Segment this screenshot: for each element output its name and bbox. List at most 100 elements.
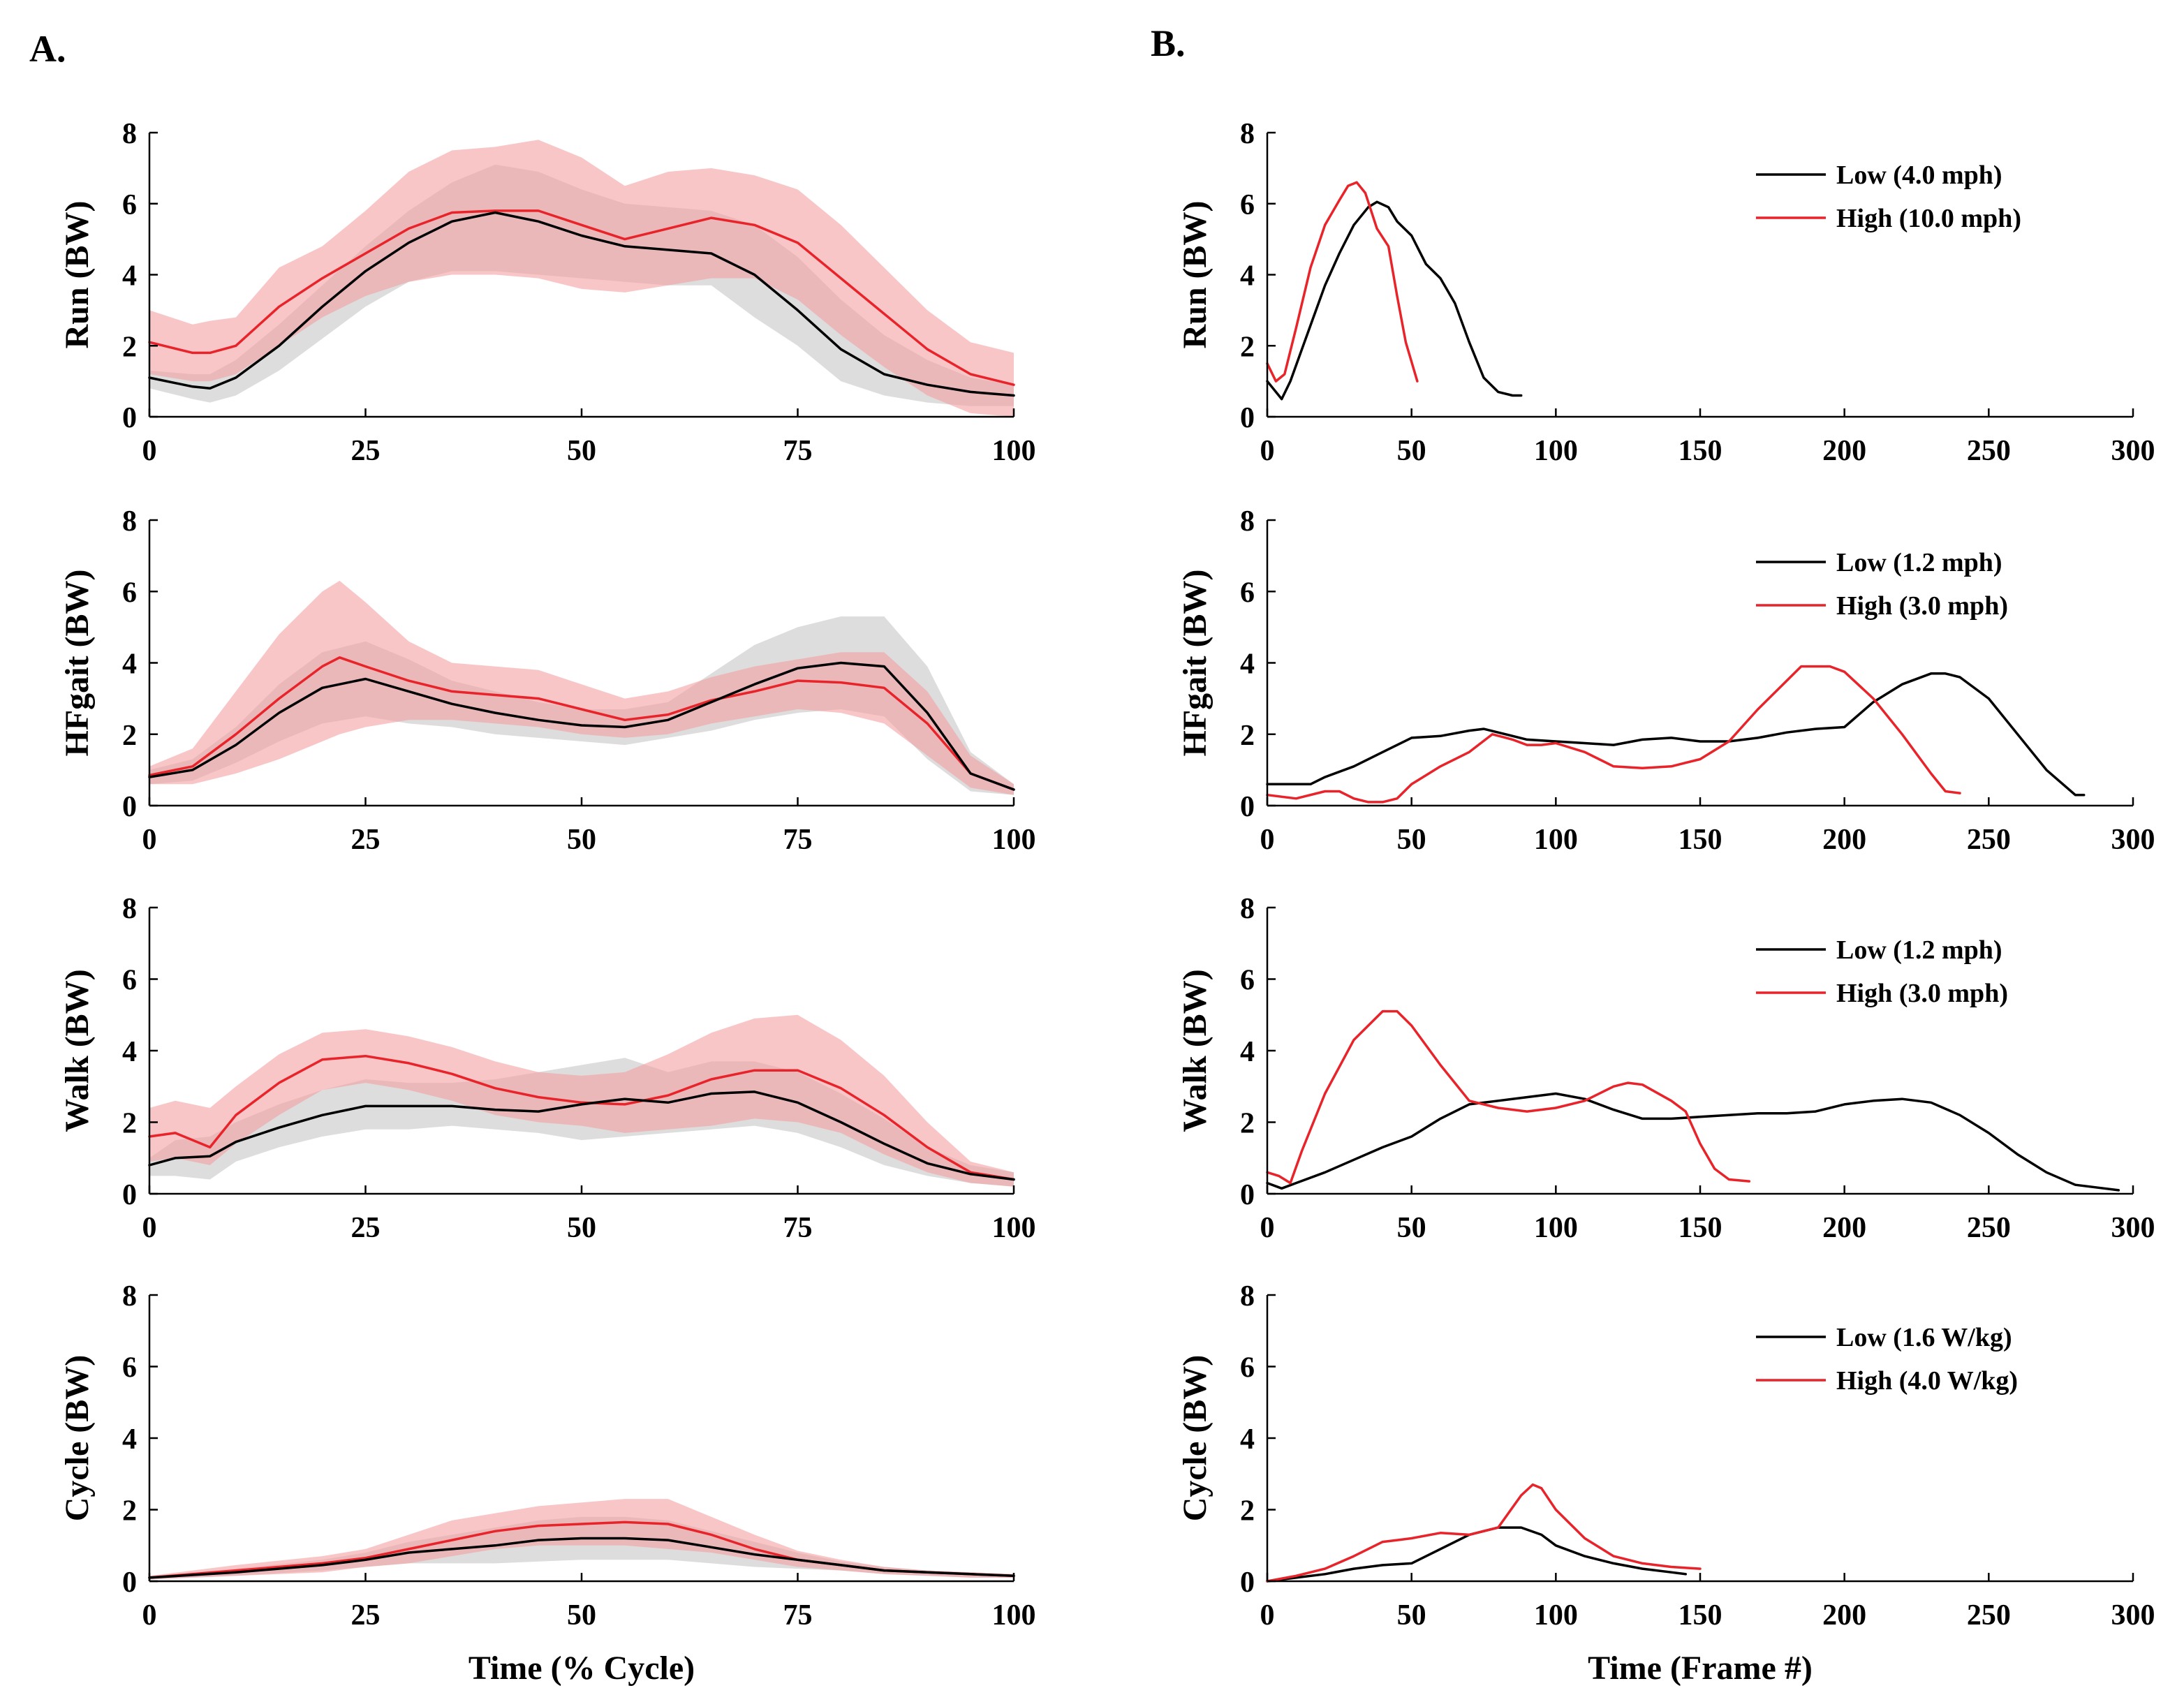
y-tick-label: 4: [122, 1036, 137, 1068]
band-high: [149, 1014, 1014, 1187]
band-high: [149, 580, 1014, 795]
x-tick-label: 150: [1678, 1599, 1722, 1631]
x-axis-label: Time (Frame #): [1588, 1650, 1813, 1687]
series-line-low: [1266, 672, 2086, 797]
x-tick-label: 0: [142, 1212, 157, 1244]
x-tick-label: 300: [2111, 1212, 2155, 1244]
chart-B-run: 0 50 100 150 200 250 300 0 2 4 6 8 Run (BW) Low (4.0 …: [1176, 118, 2155, 467]
chart-A-walk: 0 25 50 75 100 0 2 4 6 8 Walk (BW): [59, 893, 1036, 1244]
legend-entry: High (3.0 mph): [1836, 591, 2008, 621]
y-axis-label: Cycle (BW): [59, 1355, 96, 1522]
y-tick-label: 2: [1240, 1495, 1255, 1527]
legend-entry: Low (1.6 W/kg): [1836, 1323, 2012, 1352]
legend: Low (4.0 mph) High (10.0 mph): [1756, 161, 2021, 233]
y-tick-label: 2: [122, 1108, 137, 1140]
chart-A-cycle: 0 25 50 75 100 0 2 4 6 8 Cycle (BW) Time (% Cycle): [59, 1280, 1036, 1687]
y-axis-label: Run (BW): [1176, 200, 1213, 348]
y-tick-label: 6: [1240, 577, 1255, 609]
x-tick-label: 100: [992, 1212, 1036, 1244]
x-tick-label: 50: [567, 824, 596, 856]
y-tick-label: 4: [1240, 260, 1255, 293]
y-tick-label: 2: [1240, 1108, 1255, 1140]
x-tick-label: 100: [1534, 435, 1578, 467]
x-tick-label: 300: [2111, 824, 2155, 856]
x-tick-label: 25: [351, 1599, 381, 1631]
y-tick-label: 0: [1240, 791, 1255, 823]
series-line-high: [148, 209, 1015, 386]
y-tick-label: 6: [122, 577, 137, 609]
series-line-low: [148, 211, 1015, 397]
x-tick-label: 0: [1260, 435, 1275, 467]
legend-entry: High (4.0 W/kg): [1836, 1366, 2018, 1396]
x-tick-label: 0: [1260, 1599, 1275, 1631]
chart-B-walk: 0 50 100 150 200 250 300 0 2 4 6 8 Walk (BW) Low (1.2…: [1176, 893, 2155, 1244]
y-tick-label: 0: [1240, 1567, 1255, 1599]
x-tick-label: 25: [351, 824, 381, 856]
chart-A-run: 0 25 50 75 100 0 2 4 6 8 Run (BW): [59, 118, 1036, 467]
y-tick-label: 2: [122, 331, 137, 363]
x-tick-label: 50: [1397, 1212, 1426, 1244]
x-tick-label: 50: [567, 1599, 596, 1631]
x-tick-label: 100: [1534, 1212, 1578, 1244]
x-tick-label: 250: [1967, 1599, 2011, 1631]
y-tick-label: 6: [122, 189, 137, 221]
y-tick-label: 6: [122, 1352, 137, 1384]
x-tick-label: 0: [142, 435, 157, 467]
y-tick-label: 0: [122, 402, 137, 434]
x-tick-label: 0: [1260, 1212, 1275, 1244]
y-tick-label: 0: [122, 1179, 137, 1211]
legend: Low (1.2 mph) High (3.0 mph): [1756, 548, 2008, 621]
x-tick-label: 75: [783, 1599, 813, 1631]
y-tick-label: 4: [1240, 1423, 1255, 1456]
y-axis-label: HFgait (BW): [59, 570, 96, 757]
band-low: [149, 164, 1014, 406]
legend-entry: High (10.0 mph): [1836, 204, 2021, 233]
legend: Low (1.6 W/kg) High (4.0 W/kg): [1756, 1323, 2018, 1396]
x-tick-label: 25: [351, 435, 381, 467]
legend-entry: Low (1.2 mph): [1836, 935, 2002, 965]
x-tick-label: 200: [1822, 1599, 1866, 1631]
x-tick-label: 150: [1678, 435, 1722, 467]
y-tick-label: 8: [122, 893, 137, 925]
x-tick-label: 50: [1397, 824, 1426, 856]
x-tick-label: 75: [783, 1212, 813, 1244]
chart-B-hfgait: 0 50 100 150 200 250 300 0 2 4 6 8 HFgait (BW) Low (1…: [1176, 505, 2155, 856]
series-line-low: [148, 661, 1015, 791]
series-line-low: [1266, 1526, 1688, 1583]
series-line-low: [148, 1090, 1015, 1181]
y-axis-label: Walk (BW): [59, 969, 96, 1132]
x-tick-label: 300: [2111, 435, 2155, 467]
x-tick-label: 50: [1397, 435, 1426, 467]
y-axis-label: Run (BW): [59, 200, 96, 348]
x-tick-label: 0: [142, 824, 157, 856]
y-tick-label: 0: [122, 1567, 137, 1599]
y-tick-label: 8: [122, 118, 137, 150]
y-tick-label: 8: [1240, 893, 1255, 925]
y-tick-label: 4: [122, 260, 137, 293]
legend-entry: High (3.0 mph): [1836, 979, 2008, 1008]
x-tick-label: 100: [1534, 824, 1578, 856]
y-tick-label: 4: [1240, 649, 1255, 681]
y-tick-label: 0: [122, 791, 137, 823]
y-tick-label: 8: [1240, 1280, 1255, 1312]
x-tick-label: 250: [1967, 824, 2011, 856]
y-tick-label: 0: [1240, 402, 1255, 434]
y-tick-label: 6: [122, 965, 137, 997]
legend-entry: Low (1.2 mph): [1836, 548, 2002, 577]
legend-entry: Low (4.0 mph): [1836, 161, 2002, 190]
series-line-low: [1266, 1092, 2120, 1192]
x-tick-label: 100: [992, 1599, 1036, 1631]
band-high: [149, 140, 1014, 417]
x-tick-label: 100: [992, 435, 1036, 467]
chart-B-cycle: 0 50 100 150 200 250 300 0 2 4 6 8 Cycle (BW) Time (F…: [1176, 1280, 2155, 1687]
x-tick-label: 50: [567, 1212, 596, 1244]
chart-A-hfgait: 0 25 50 75 100 0 2 4 6 8 HFgait (BW): [59, 505, 1036, 856]
y-tick-label: 2: [1240, 720, 1255, 752]
y-tick-label: 8: [1240, 118, 1255, 150]
y-axis-label: HFgait (BW): [1176, 570, 1213, 757]
series-line-high: [1266, 181, 1419, 383]
y-tick-label: 2: [122, 720, 137, 752]
x-tick-label: 100: [992, 824, 1036, 856]
x-tick-label: 0: [1260, 824, 1275, 856]
